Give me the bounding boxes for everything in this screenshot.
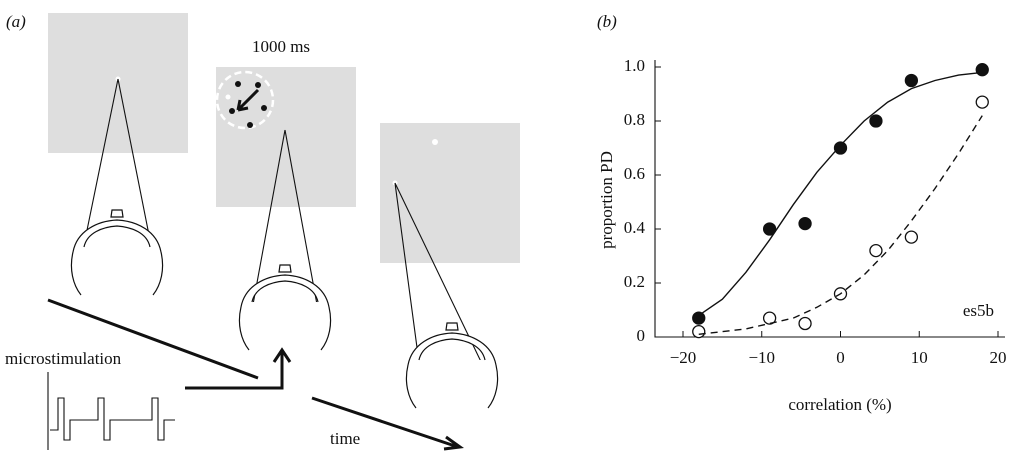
data-point	[904, 73, 919, 88]
data-point	[975, 95, 989, 109]
panel-label: (b)	[597, 12, 617, 31]
data-point	[975, 63, 989, 77]
data-point	[798, 316, 812, 331]
stim-arrow	[185, 347, 292, 390]
duration: 1000 ms	[252, 37, 310, 56]
x-tick-label: −10	[748, 348, 775, 367]
x-tick-label: −20	[670, 348, 697, 367]
y-tick-label: 1.0	[624, 56, 645, 75]
x-tick-label: 10	[911, 348, 928, 367]
x-tick-label: 20	[990, 348, 1007, 367]
arrow	[47, 298, 259, 380]
x-tick-label: 0	[836, 348, 845, 367]
data-point	[798, 216, 812, 231]
head	[238, 264, 332, 351]
annotation: es5b	[963, 301, 994, 320]
dots	[225, 81, 267, 128]
y-tick-label: 0.6	[624, 164, 645, 183]
data-point	[692, 311, 706, 325]
y-axis-label: proportion PD	[597, 151, 616, 249]
panel-label: (a)	[6, 12, 26, 31]
screen	[48, 13, 188, 153]
data-point	[762, 222, 777, 236]
stimulation-label: microstimulation	[5, 349, 122, 368]
y-tick-label: 0.4	[624, 218, 646, 237]
target	[432, 139, 438, 145]
gaze-lines	[84, 78, 486, 371]
fit-curve	[698, 71, 983, 316]
fit-curve	[698, 115, 983, 335]
y-tick-label: 0	[637, 326, 646, 345]
data-point	[904, 230, 919, 244]
data-point	[692, 324, 706, 339]
y-tick-label: 0.8	[624, 110, 645, 129]
panel-b: (b) correlation (%) proportion PD es5b −…	[597, 12, 1007, 414]
motion-arrow	[236, 88, 260, 112]
head	[70, 209, 164, 296]
panel-a: (a) 1000 ms microstimulation time	[5, 12, 520, 451]
aperture	[215, 70, 275, 130]
data-point	[869, 114, 883, 128]
screen	[380, 123, 520, 263]
data-point	[869, 243, 883, 258]
y-tick-label: 0.2	[624, 272, 645, 291]
time-label: time	[330, 429, 360, 448]
heads	[70, 209, 499, 409]
data-point	[762, 311, 777, 325]
axes	[654, 60, 1005, 338]
x-axis-label: correlation (%)	[788, 395, 891, 414]
time-arrow	[311, 396, 464, 451]
head	[405, 322, 499, 409]
pulse-train	[47, 372, 175, 450]
data-point	[833, 141, 848, 155]
